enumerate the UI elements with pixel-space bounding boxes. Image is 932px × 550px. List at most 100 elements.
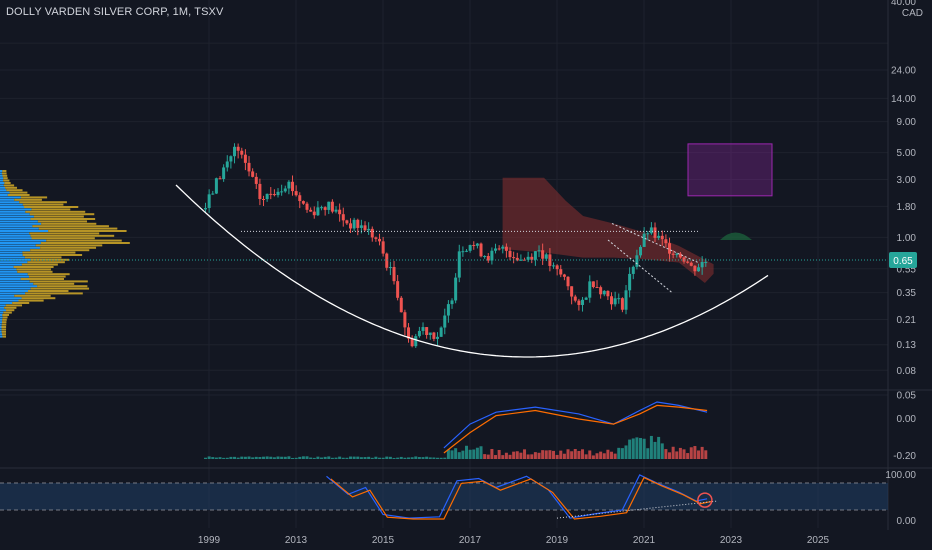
profile-bar-blue [0,218,31,220]
candle-body [671,253,675,255]
macd-hist-bar [243,456,247,459]
candle-body [454,277,458,301]
macd-hist-bar [283,456,287,459]
macd-hist-bar [428,457,432,459]
candle-body [330,201,334,212]
macd-hist-bar [461,450,465,459]
candle-body [497,248,501,250]
future-cloud [720,232,770,240]
profile-bar-blue [0,268,17,271]
macd-hist-bar [588,450,592,459]
candle-body [222,167,226,179]
y-tick-label: 5.00 [897,148,917,159]
macd-hist-bar [584,454,588,459]
x-tick-label: 2025 [807,535,830,546]
profile-bar-gold [30,234,115,237]
profile-bar-blue [0,292,26,295]
profile-bar-gold [17,270,53,273]
macd-hist-bar [548,450,552,459]
macd-hist-bar [693,446,697,459]
candle-body [305,203,309,210]
candle-body [595,287,599,289]
candle-body [646,233,650,235]
profile-bar-gold [7,194,30,196]
profile-bar-gold [2,335,7,338]
profile-bar-blue [0,333,3,336]
candle-body [642,233,646,247]
macd-hist-bar [664,449,668,459]
macd-hist-bar [606,449,610,459]
macd-hist-bar [403,457,407,459]
macd-tick-label: -0.20 [893,451,916,462]
profile-bar-blue [0,194,8,196]
macd-hist-bar [620,448,624,459]
profile-bar-blue [0,335,3,338]
macd-hist-bar [305,456,309,459]
macd-hist-bar [468,449,472,459]
profile-bar-gold [29,232,100,235]
macd-hist-bar [359,457,363,459]
macd-hist-bar [204,457,208,459]
profile-bar-blue [0,294,15,297]
candle-body [443,315,447,328]
profile-bar-blue [0,287,31,290]
candle-body [251,171,255,177]
candle-body [436,336,440,339]
profile-bar-gold [32,225,109,228]
macd-hist-bar [443,457,447,459]
y-tick-label: 0.08 [897,366,917,377]
profile-bar-gold [13,266,54,268]
candle-body [675,253,679,255]
candle-body [276,191,280,196]
candle-body [301,201,305,204]
macd-hist-bar [341,457,345,459]
profile-bar-blue [0,282,34,285]
x-tick-label: 2019 [546,535,569,546]
profile-bar-blue [0,273,28,276]
profile-bar-gold [12,302,30,304]
candle-body [385,253,389,268]
macd-hist-bar [533,452,537,459]
macd-hist-bar [501,455,505,459]
macd-hist-bar [635,437,639,459]
wedge-lower [607,239,673,293]
profile-bar-blue [0,280,30,283]
candle-body [689,262,693,266]
macd-hist-bar [385,456,389,459]
candle-body [653,227,657,238]
candle-body [624,290,628,310]
macd-hist-bar [287,456,291,459]
candle-body [432,332,436,339]
symbol-title[interactable]: DOLLY VARDEN SILVER CORP, 1M, TSXV [6,6,224,18]
macd-hist-bar [436,457,440,459]
x-axis: 1999 2013 2015 2017 2019 2021 2023 2025 [198,535,830,546]
cloud-area [502,177,770,283]
candle-body [700,261,704,268]
profile-bar-blue [0,182,5,184]
macd-hist-bar [628,439,632,459]
profile-bar-gold [14,294,51,297]
candle-body [628,273,632,291]
candle-body [602,290,606,295]
profile-bar-blue [0,278,21,280]
candle-body [544,254,548,259]
y-tick-label: 0.13 [897,340,917,351]
candle-body [664,239,668,244]
profile-bar-gold [41,222,97,225]
candle-body [291,181,295,192]
profile-bar-gold [46,239,122,242]
candle-body [381,241,385,254]
profile-bar-gold [30,249,90,252]
y-tick-label: 9.00 [897,117,917,128]
profile-bar-gold [2,318,7,321]
macd-hist-bar [646,448,650,459]
profile-bar-gold [24,256,62,259]
candle-body [573,296,577,301]
profile-bar-blue [0,297,22,300]
macd-hist-bar [479,446,483,459]
profile-bar-blue [0,304,6,307]
macd-signal-line [443,404,708,454]
profile-bar-blue [0,220,38,223]
candle-body [446,304,450,316]
